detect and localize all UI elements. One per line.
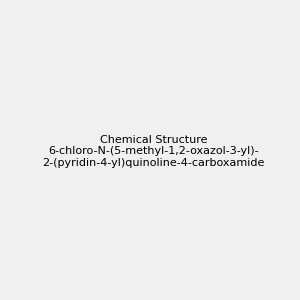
Text: Chemical Structure
6-chloro-N-(5-methyl-1,2-oxazol-3-yl)-
2-(pyridin-4-yl)quinol: Chemical Structure 6-chloro-N-(5-methyl-… xyxy=(43,135,265,168)
